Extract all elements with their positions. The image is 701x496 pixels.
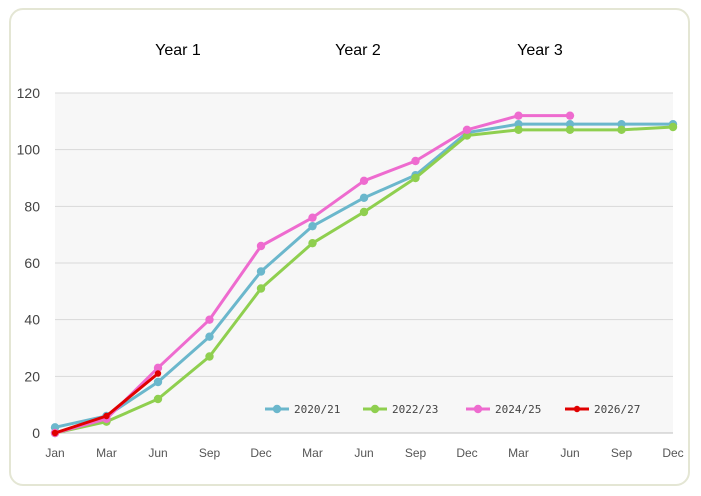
legend-item: 2026/27 — [565, 403, 640, 416]
legend-swatch-marker — [272, 404, 282, 414]
legend-swatch-marker — [473, 404, 483, 414]
x-tick-label: Jun — [354, 446, 373, 460]
series-2026-27 — [51, 370, 162, 437]
data-point — [308, 221, 317, 231]
data-point — [256, 284, 266, 293]
x-tick-label: Dec — [456, 446, 477, 460]
year-label: Year 1 — [155, 42, 201, 59]
data-point — [103, 412, 110, 420]
data-point — [359, 207, 369, 217]
data-point — [565, 125, 575, 135]
legend-item: 2020/21 — [265, 403, 340, 416]
legend-label: 2020/21 — [294, 403, 340, 416]
data-point — [668, 122, 678, 132]
x-tick-label: Mar — [508, 446, 529, 460]
y-tick-label: 0 — [32, 425, 40, 441]
x-tick-label: Sep — [199, 446, 221, 460]
x-tick-label: Jun — [560, 446, 579, 460]
year-labels: Year 1 Year 2 Year 3 — [155, 42, 563, 59]
x-tick-label: Mar — [96, 446, 117, 460]
y-tick-label: 100 — [17, 142, 41, 158]
legend: 2020/21 2022/23 2024/25 2026/27 — [265, 403, 640, 416]
data-point — [205, 315, 214, 324]
data-point — [153, 363, 163, 373]
y-tick-label: 60 — [24, 255, 40, 271]
data-point — [153, 377, 163, 387]
data-point — [51, 429, 59, 437]
data-point — [411, 173, 420, 183]
x-tick-label: Sep — [611, 446, 633, 460]
data-point — [153, 394, 163, 404]
legend-swatch-marker — [370, 404, 380, 414]
data-point — [462, 125, 472, 135]
year-label: Year 3 — [517, 42, 563, 59]
x-tick-label: Mar — [302, 446, 323, 460]
data-point — [308, 213, 317, 222]
data-point — [359, 193, 369, 203]
data-point — [308, 238, 317, 248]
data-point — [256, 267, 266, 276]
x-tick-label: Dec — [250, 446, 271, 460]
data-point — [256, 241, 266, 251]
data-point — [411, 156, 420, 166]
y-tick-label: 40 — [24, 312, 40, 328]
series-group — [50, 111, 678, 438]
year-label: Year 2 — [335, 42, 381, 59]
legend-label: 2024/25 — [495, 403, 541, 416]
y-axis: 0 20 40 60 80 100 120 — [17, 85, 41, 441]
data-point — [154, 370, 162, 377]
legend-item: 2024/25 — [466, 403, 541, 416]
x-tick-label: Sep — [405, 446, 427, 460]
data-point — [359, 176, 369, 186]
y-tick-label: 80 — [24, 198, 40, 214]
x-tick-label: Jan — [45, 446, 64, 460]
legend-label: 2022/23 — [392, 403, 438, 416]
legend-label: 2026/27 — [594, 403, 640, 416]
x-tick-label: Jun — [148, 446, 167, 460]
x-axis: Jan Mar Jun Sep Dec Mar Jun Sep Dec Mar Jun Sep Dec — [45, 446, 683, 460]
data-point — [565, 111, 575, 120]
x-tick-label: Dec — [662, 446, 683, 460]
y-tick-label: 120 — [17, 85, 41, 101]
data-point — [514, 125, 523, 135]
data-point — [205, 352, 214, 361]
data-point — [205, 332, 214, 341]
data-point — [617, 125, 626, 135]
data-point — [514, 111, 523, 120]
legend-swatch-marker — [573, 405, 581, 413]
y-tick-label: 20 — [24, 368, 40, 384]
legend-item: 2022/23 — [363, 403, 438, 416]
